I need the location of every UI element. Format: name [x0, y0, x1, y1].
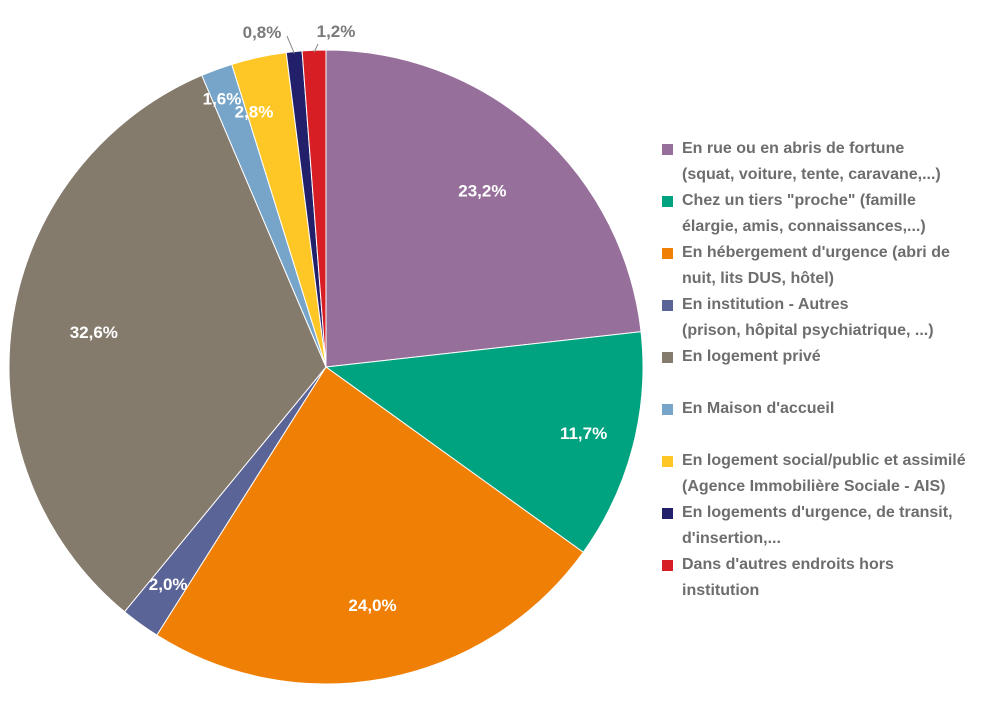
- pie-slice-1: [325, 49, 642, 368]
- slice-label-4: 2,0%: [149, 575, 188, 594]
- legend-item-8: En logements d'urgence, de transit, d'ins…: [662, 500, 992, 552]
- legend-label-line: Dans d'autres endroits hors: [682, 556, 894, 573]
- legend-label-line: En Maison d'accueil: [682, 400, 835, 417]
- legend-swatch: [662, 248, 673, 259]
- legend-label-line: En logement privé: [682, 348, 821, 365]
- legend-item-7: En logement social/public et assimilé (Ag…: [662, 448, 992, 500]
- legend: En rue ou en abris de fortune (squat, voi…: [662, 136, 992, 604]
- legend-item-5: En logement privé: [662, 344, 992, 396]
- slice-label-9: 1,2%: [317, 22, 356, 41]
- legend-label-line: En rue ou en abris de fortune: [682, 140, 905, 157]
- legend-label-line: En logements d'urgence, de transit,: [682, 504, 953, 521]
- legend-swatch: [662, 456, 673, 467]
- legend-swatch: [662, 508, 673, 519]
- slice-label-5: 32,6%: [70, 323, 118, 342]
- legend-swatch: [662, 560, 673, 571]
- legend-label-line: institution: [682, 582, 760, 599]
- legend-label-line: d'insertion,...: [682, 530, 781, 547]
- leader-line-8: [286, 35, 295, 54]
- legend-item-4: En institution - Autres (prison, hôpital …: [662, 292, 992, 344]
- legend-label-line: [682, 370, 992, 396]
- legend-swatch: [662, 352, 673, 363]
- legend-swatch: [662, 404, 673, 415]
- leader-line-9: [313, 43, 319, 53]
- legend-label-line: (Agence Immobilière Sociale - AIS): [682, 478, 946, 495]
- slice-label-6: 1,6%: [203, 89, 242, 108]
- legend-item-2: Chez un tiers "proche" (famille élargie, …: [662, 188, 992, 240]
- legend-label-line: En logement social/public et assimilé: [682, 452, 966, 469]
- slice-label-8: 0,8%: [243, 23, 282, 42]
- legend-item-3: En hébergement d'urgence (abri de nuit, l…: [662, 240, 992, 292]
- legend-label-line: Chez un tiers "proche" (famille: [682, 192, 916, 209]
- slice-label-2: 11,7%: [560, 424, 607, 443]
- pie-slice-9: [301, 49, 327, 368]
- legend-label-line: [682, 422, 992, 448]
- legend-label-line: (squat, voiture, tente, caravane,...): [682, 166, 941, 183]
- pie-slice-3: [156, 366, 584, 685]
- legend-label-line: élargie, amis, connaissances,...): [682, 218, 926, 235]
- legend-label-line: (prison, hôpital psychiatrique, ...): [682, 322, 934, 339]
- pie-slice-2: [324, 331, 644, 553]
- legend-item-1: En rue ou en abris de fortune (squat, voi…: [662, 136, 992, 188]
- pie-chart: 23,2% 11,7% 24,0% 2,0% 32,6% 1,6%2,8% 0,8% 1,2%: [8, 22, 644, 685]
- pie-slices: [8, 49, 644, 685]
- legend-swatch: [662, 196, 673, 207]
- pie-labels: 23,2% 11,7% 24,0% 2,0% 32,6% 1,6%2,8% 0,8% 1,2%: [70, 22, 607, 615]
- legend-swatch: [662, 144, 673, 155]
- legend-swatch: [662, 300, 673, 311]
- slice-label-7: 2,8%: [235, 102, 274, 121]
- legend-item-6: En Maison d'accueil: [662, 396, 992, 448]
- legend-item-9: Dans d'autres endroits hors institution: [662, 552, 992, 604]
- slice-label-3: 24,0%: [348, 596, 396, 615]
- legend-label-line: En hébergement d'urgence (abri de: [682, 244, 950, 261]
- legend-label-line: nuit, lits DUS, hôtel): [682, 270, 834, 287]
- slice-label-1: 23,2%: [458, 182, 506, 201]
- legend-label-line: En institution - Autres: [682, 296, 849, 313]
- pie-slice-5: [8, 74, 327, 613]
